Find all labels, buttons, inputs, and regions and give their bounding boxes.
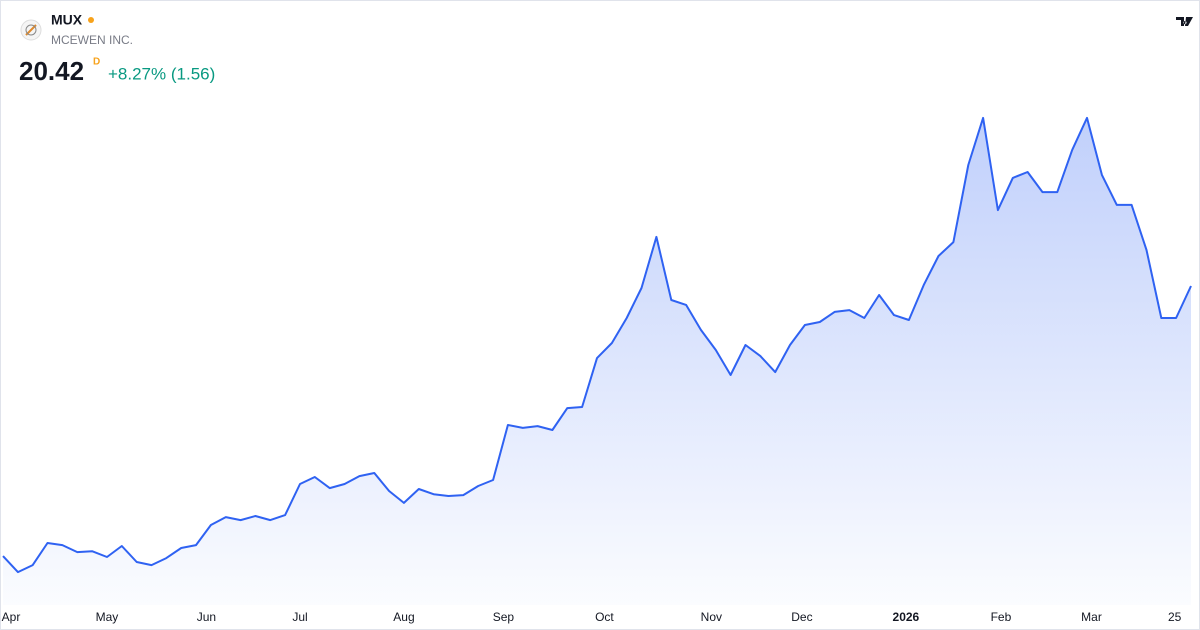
x-tick-label: Jul bbox=[292, 610, 307, 624]
x-tick-label: Oct bbox=[595, 610, 614, 624]
x-tick-label: Mar bbox=[1081, 610, 1102, 624]
symbol: MUX bbox=[51, 12, 83, 28]
status-dot bbox=[88, 17, 94, 23]
x-tick-label: Dec bbox=[791, 610, 812, 624]
brand-logo[interactable] bbox=[1171, 9, 1199, 35]
interval: D bbox=[93, 57, 100, 68]
price-line bbox=[2, 116, 1192, 574]
x-tick-label: Aug bbox=[393, 610, 414, 624]
company-name: MCEWEN INC. bbox=[51, 33, 133, 47]
x-tick-label: Nov bbox=[701, 610, 722, 624]
change: +8.27% (1.56) bbox=[108, 64, 215, 83]
x-tick-label: Feb bbox=[991, 610, 1012, 624]
x-tick-label: Sep bbox=[493, 610, 515, 624]
x-tick-label: Jun bbox=[197, 610, 216, 624]
logo bbox=[20, 19, 42, 41]
x-tick-label: 25 bbox=[1168, 610, 1182, 624]
x-tick-label: Apr bbox=[2, 610, 21, 624]
x-tick-label: May bbox=[96, 610, 119, 624]
x-tick-label: 2026 bbox=[893, 610, 920, 624]
price: 20.42 bbox=[19, 56, 84, 86]
